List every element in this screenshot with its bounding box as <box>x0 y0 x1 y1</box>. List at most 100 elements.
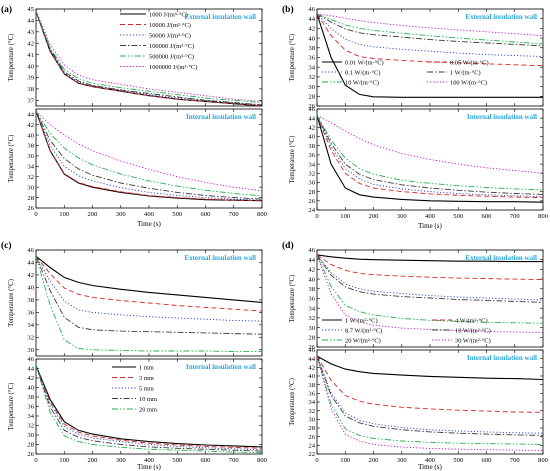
y-tick-label: 36 <box>308 55 315 62</box>
y-tick-label: 28 <box>308 189 315 196</box>
legend-label: 1000000 J/(m³·°C) <box>149 64 197 71</box>
x-axis-label: Time (s) <box>137 220 161 228</box>
y-tick-label: 44 <box>27 260 34 267</box>
subplot-title: Internal insulation wall <box>467 354 537 362</box>
y-tick-label: 45 <box>27 6 34 13</box>
x-tick-label: 700 <box>510 213 521 220</box>
series-line-2 <box>316 254 544 301</box>
legend-label: 8.7 W/(m²·°C) <box>345 327 382 334</box>
x-tick-label: 200 <box>88 457 99 464</box>
subplot-title: External insulation wall <box>465 254 537 262</box>
y-axis-label: Temperature (°C) <box>8 34 15 82</box>
y-tick-label: 32 <box>27 334 34 341</box>
series-line-4 <box>35 365 263 454</box>
x-tick-label: 300 <box>116 211 127 218</box>
series-line-0 <box>316 13 543 98</box>
y-tick-label: 38 <box>308 286 315 293</box>
legend-label: 20 W/(m²·°C) <box>345 337 381 344</box>
y-tick-label: 38 <box>308 143 315 150</box>
series-line-1 <box>316 13 544 67</box>
y-tick-label: 42 <box>308 267 315 274</box>
x-tick-label: 300 <box>397 457 408 464</box>
legend-label: 4 W/(m²·°C) <box>455 317 488 324</box>
y-tick-label: 42 <box>308 125 315 132</box>
series-line-4 <box>35 110 263 197</box>
x-tick-label: 500 <box>453 457 464 464</box>
legend-label: 1 W/(m²·°C) <box>345 317 378 324</box>
legend: 1 mm 3 mm 5 mm 10 mm 20 mm <box>112 364 157 413</box>
legend-label: 0.1 W/(m·°C) <box>345 69 380 76</box>
y-tick-label: 26 <box>27 205 34 212</box>
y-tick-label: 34 <box>27 164 34 171</box>
x-tick-label: 800 <box>538 457 549 464</box>
chart-panel-a: (a) 37 38 39 40 41 42 43 44 45 Temperature (°C) Ext… <box>1 4 268 228</box>
series-line-5 <box>316 115 544 174</box>
y-tick-label: 32 <box>308 170 315 177</box>
series-line-3 <box>316 13 544 47</box>
y-tick-label: 36 <box>308 152 315 159</box>
x-tick-label: 100 <box>59 457 70 464</box>
legend-label: 20 mm <box>139 406 157 413</box>
series-line-5 <box>316 254 544 333</box>
subplot-title: External insulation wall <box>184 13 256 21</box>
y-tick-label: 30 <box>27 184 34 191</box>
legend-item: 8.7 W/(m²·°C) <box>322 327 382 334</box>
y-tick-label: 30 <box>308 325 315 332</box>
panel-label: (a) <box>1 4 12 15</box>
series-line-4 <box>316 355 544 445</box>
series-line-3 <box>35 365 263 452</box>
series-line-3 <box>316 355 544 436</box>
y-tick-label: 44 <box>308 257 315 264</box>
y-tick-label: 37 <box>27 97 34 104</box>
x-tick-label: 800 <box>538 213 549 220</box>
y-axis-label: Temperature (°C) <box>8 135 15 183</box>
legend: 1000 J/(m³·°C) 10000 J/(m³·°C) 50000 J/(m³… <box>120 11 197 71</box>
series-line-2 <box>35 110 263 201</box>
y-tick-label: 42 <box>27 40 34 47</box>
subplot-internal: 26 28 30 32 34 36 38 40 42 44 0 100 200 300 400 500 600 7… <box>8 108 268 218</box>
y-tick-label: 38 <box>27 297 34 304</box>
y-tick-label: 40 <box>308 373 315 380</box>
y-tick-label: 46 <box>27 247 34 254</box>
y-tick-label: 46 <box>308 106 315 113</box>
subplot-title: External insulation wall <box>184 254 256 262</box>
y-tick-label: 44 <box>308 356 315 363</box>
y-axis-label: Temperature (°C) <box>289 378 296 426</box>
series-line-1 <box>316 115 544 199</box>
series-line-0 <box>316 254 543 263</box>
x-tick-label: 500 <box>172 211 183 218</box>
y-axis-label: Temperature (°C) <box>8 383 15 431</box>
axes-frame <box>316 349 544 455</box>
legend-label: 100 W/(m·°C) <box>450 79 487 86</box>
y-tick-label: 40 <box>27 385 34 392</box>
series-line-3 <box>35 256 263 335</box>
y-tick-label: 36 <box>27 153 34 160</box>
series-line-5 <box>316 355 544 451</box>
y-tick-label: 43 <box>27 29 34 36</box>
x-tick-label: 700 <box>510 457 521 464</box>
y-tick-label: 34 <box>308 305 315 312</box>
y-tick-label: 32 <box>308 408 315 415</box>
y-tick-label: 46 <box>308 347 315 354</box>
legend-item: 1000000 J/(m³·°C) <box>120 64 197 71</box>
series-line-4 <box>316 254 544 324</box>
y-tick-label: 28 <box>27 195 34 202</box>
y-tick-label: 30 <box>308 84 315 91</box>
x-axis-label: Time (s) <box>137 463 161 471</box>
y-tick-label: 46 <box>308 247 315 254</box>
y-tick-label: 44 <box>27 111 34 118</box>
series-line-0 <box>35 110 263 202</box>
chart-panel-b: (b) 26 28 30 32 34 36 38 40 42 44 46 Temperature (°C… <box>282 4 549 230</box>
legend-item: 1 W/(m·°C) <box>427 69 481 76</box>
series-line-2 <box>316 355 544 434</box>
legend-item: 5 mm <box>112 385 154 392</box>
legend-item: 100000 J/(m³·°C) <box>120 43 194 50</box>
y-tick-label: 28 <box>308 335 315 342</box>
subplot-external: 26 28 30 32 34 36 38 40 42 44 46 Temperature (°C) Ex… <box>289 6 544 110</box>
legend-item: 100 W/(m·°C) <box>427 79 487 86</box>
legend-label: 500000 J/(m³·°C) <box>149 53 194 60</box>
legend-label: 1 mm <box>139 364 154 371</box>
y-tick-label: 32 <box>27 423 34 430</box>
x-tick-label: 600 <box>201 457 212 464</box>
